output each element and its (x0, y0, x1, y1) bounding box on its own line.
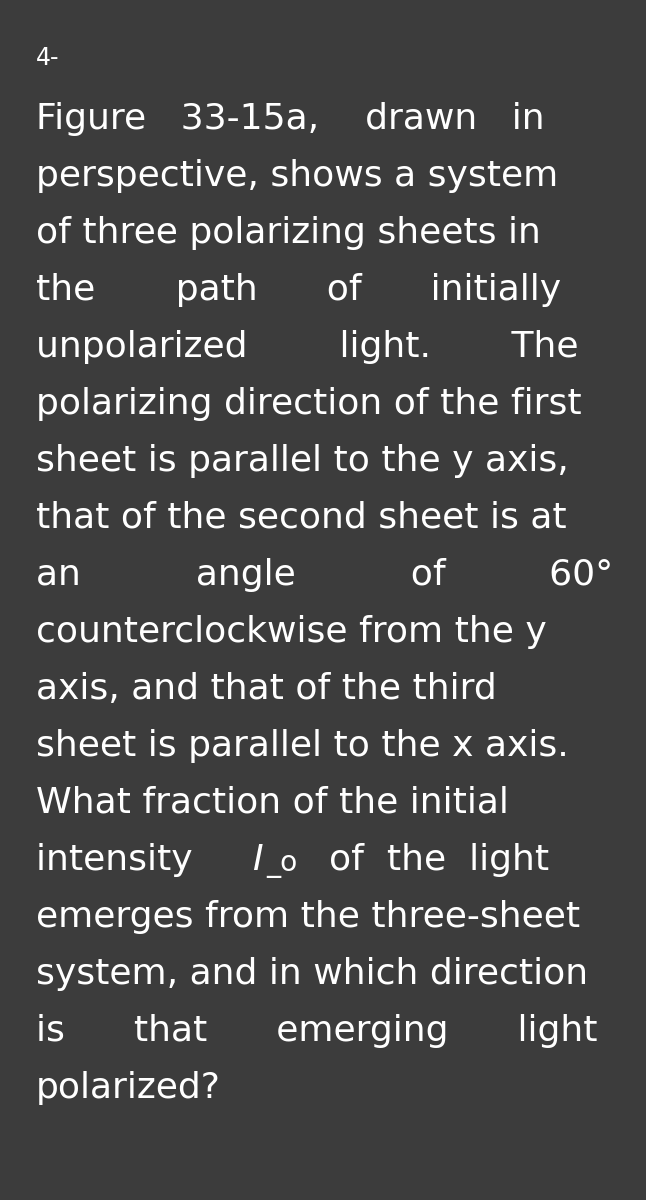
Text: intensity: intensity (36, 842, 203, 877)
Text: What fraction of the initial: What fraction of the initial (36, 786, 508, 820)
Text: of  the  light: of the light (306, 842, 550, 877)
Text: I: I (253, 842, 263, 877)
Text: of three polarizing sheets in: of three polarizing sheets in (36, 216, 541, 250)
Text: the       path      of      initially: the path of initially (36, 272, 561, 307)
Text: emerges from the three-sheet: emerges from the three-sheet (36, 900, 579, 934)
Text: system, and in which direction: system, and in which direction (36, 956, 588, 991)
Text: Figure   33-15a,    drawn   in: Figure 33-15a, drawn in (36, 102, 544, 136)
Text: _o: _o (266, 850, 297, 878)
Text: that of the second sheet is at: that of the second sheet is at (36, 500, 566, 535)
Text: counterclockwise from the y: counterclockwise from the y (36, 614, 547, 649)
Text: an          angle          of         60°: an angle of 60° (36, 558, 613, 592)
Text: sheet is parallel to the x axis.: sheet is parallel to the x axis. (36, 728, 568, 763)
Text: unpolarized        light.       The: unpolarized light. The (36, 330, 578, 364)
Text: axis, and that of the third: axis, and that of the third (36, 672, 496, 706)
Text: polarized?: polarized? (36, 1070, 220, 1105)
Text: polarizing direction of the first: polarizing direction of the first (36, 386, 581, 421)
Text: 4-: 4- (36, 46, 59, 70)
Text: perspective, shows a system: perspective, shows a system (36, 158, 557, 193)
Text: is      that      emerging      light: is that emerging light (36, 1014, 597, 1048)
Text: sheet is parallel to the y axis,: sheet is parallel to the y axis, (36, 444, 568, 478)
